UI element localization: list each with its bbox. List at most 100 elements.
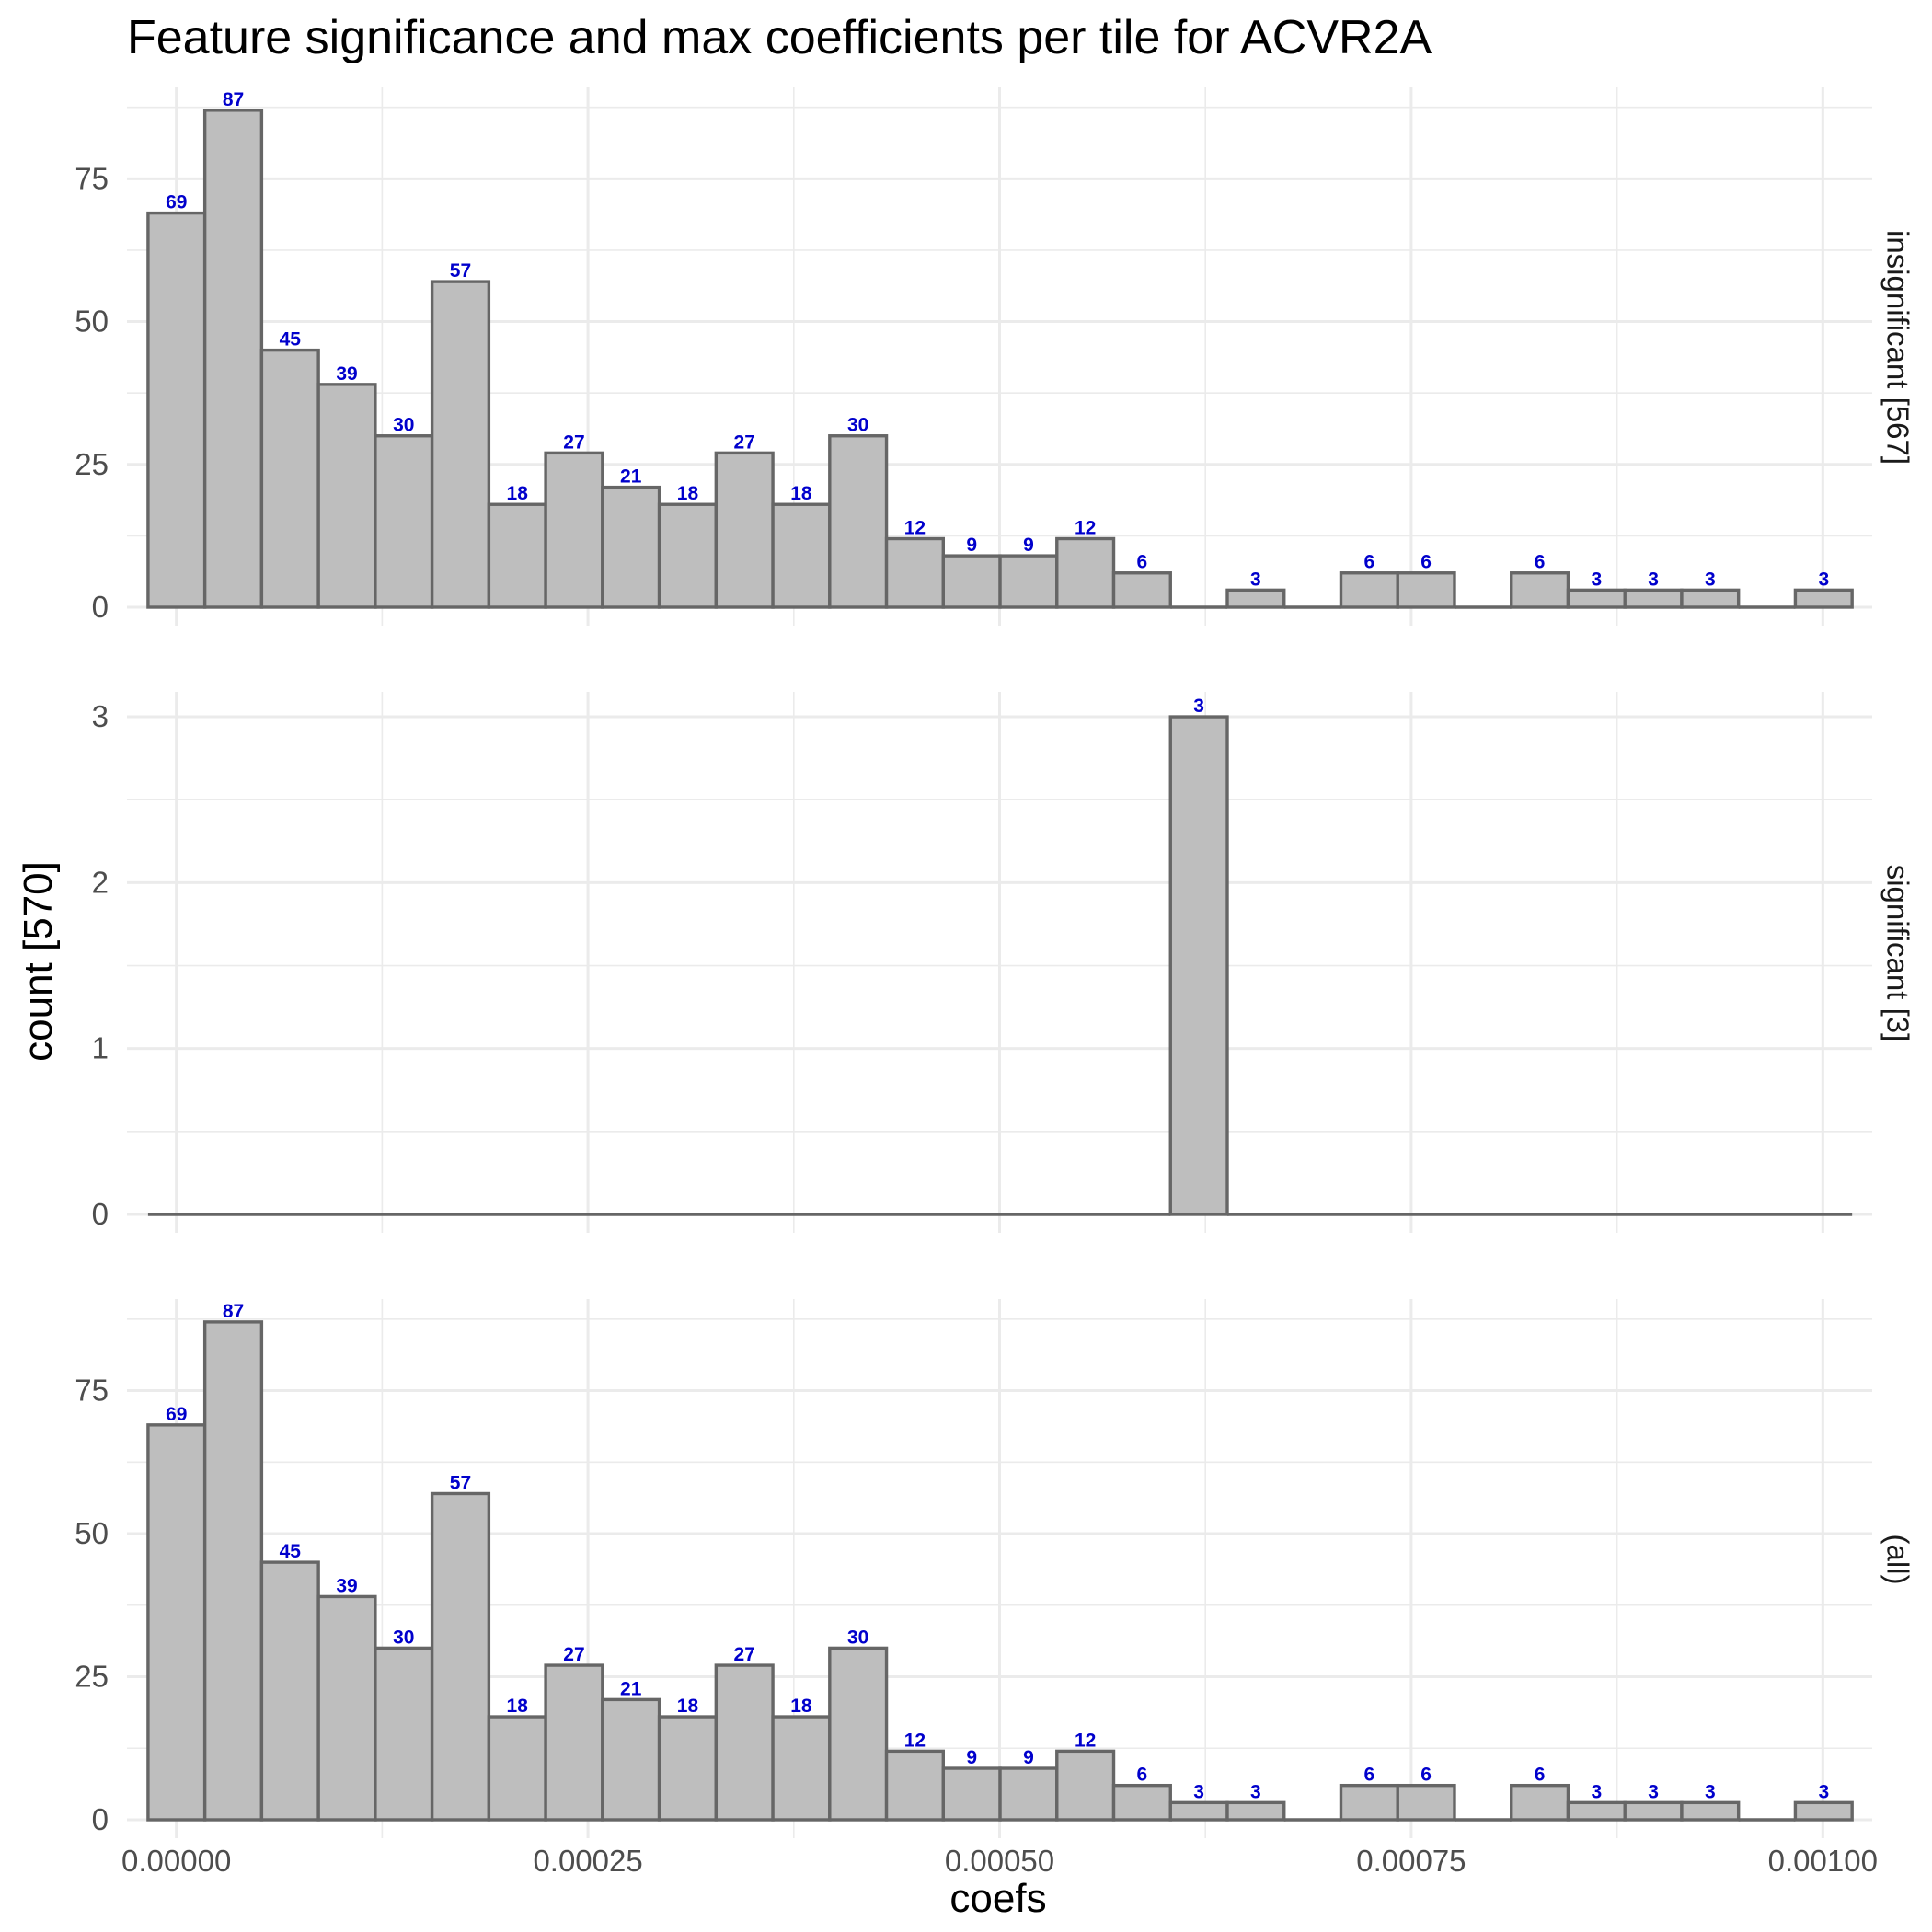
bar-data-label: 87: [223, 89, 244, 110]
histogram-bar: [998, 1766, 1059, 1822]
bar-data-label: 3: [1193, 1781, 1204, 1802]
y-tick-label: 0: [92, 1802, 109, 1836]
bar-data-label: 6: [1535, 552, 1546, 573]
bar-data-label: 30: [847, 1627, 868, 1648]
histogram-bar: [601, 485, 661, 609]
facet-strip-label: significant [3]: [1880, 865, 1915, 1042]
histogram-bar: [1055, 1749, 1116, 1822]
y-tick-label: 2: [92, 865, 109, 899]
facet-strip-label: (all): [1880, 1535, 1915, 1585]
histogram-bar: [202, 1320, 264, 1822]
y-tick-label: 50: [75, 305, 109, 339]
histogram-bar: [714, 1663, 775, 1822]
histogram-bar: [1396, 571, 1456, 609]
histogram-bar: [1225, 1800, 1286, 1822]
bar-data-label: 3: [1705, 569, 1716, 590]
bar-data-label: 6: [1137, 1765, 1148, 1786]
histogram-bar: [1396, 1783, 1456, 1822]
histogram-bar: [1339, 571, 1399, 609]
bar-data-label: 3: [1818, 569, 1829, 590]
histogram-bar: [828, 434, 889, 609]
x-axis-title: coefs: [949, 1876, 1046, 1921]
x-tick-label: 0.00075: [1356, 1844, 1466, 1878]
bar-data-label: 45: [280, 1541, 302, 1562]
histogram-bar: [941, 1766, 1002, 1822]
histogram-bar: [1168, 715, 1229, 1216]
bar-data-label: 39: [336, 1575, 357, 1596]
histogram-bar: [601, 1697, 661, 1822]
x-tick-label: 0.00025: [533, 1844, 642, 1878]
bar-data-label: 9: [1023, 1747, 1034, 1768]
histogram-bar: [430, 280, 491, 609]
histogram-bar: [544, 451, 604, 609]
bar-data-label: 45: [280, 329, 302, 351]
bar-data-label: 3: [1250, 1781, 1261, 1802]
bar-data-label: 69: [166, 192, 187, 213]
bar-data-label: 3: [1705, 1781, 1716, 1802]
bar-data-label: 27: [563, 1644, 584, 1665]
bar-data-label: 12: [904, 517, 926, 538]
y-tick-label: 75: [75, 161, 109, 195]
bar-data-label: 18: [790, 483, 812, 504]
bar-data-label: 69: [166, 1404, 187, 1425]
histogram-bar: [657, 1715, 719, 1822]
y-tick-label: 50: [75, 1516, 109, 1550]
bar-data-label: 6: [1364, 552, 1375, 573]
histogram-bar: [146, 211, 207, 609]
histogram-bar: [941, 554, 1002, 609]
histogram-bar: [1680, 588, 1741, 609]
histogram-bar: [316, 1594, 377, 1822]
y-tick-label: 0: [92, 590, 109, 624]
histogram-bar: [1510, 1783, 1570, 1822]
y-tick-label: 75: [75, 1374, 109, 1408]
bar-data-label: 87: [223, 1301, 244, 1322]
bar-data-label: 12: [904, 1730, 926, 1751]
histogram-bar: [998, 554, 1059, 609]
y-tick-label: 3: [92, 699, 109, 733]
histogram-bar: [1680, 1800, 1741, 1822]
histogram-bar: [1111, 571, 1172, 609]
bar-data-label: 18: [507, 483, 529, 504]
y-axis-title: count [570]: [16, 861, 61, 1062]
bar-data-label: 9: [966, 535, 977, 556]
histogram-bar: [1339, 1783, 1399, 1822]
histogram-bar: [771, 1715, 832, 1822]
histogram-bar: [1566, 1800, 1627, 1822]
bar-data-label: 30: [847, 415, 868, 436]
histogram-bar: [714, 451, 775, 609]
histogram-bar: [884, 1749, 945, 1822]
bar-data-label: 9: [1023, 535, 1034, 556]
bar-data-label: 3: [1648, 1781, 1659, 1802]
bar-data-label: 57: [450, 1472, 471, 1493]
panel-1: 0 25 50 75 69 87 45 39 30 57 18 27 21 18 27 18 30 12 9 9 12 6…: [75, 87, 1915, 626]
histogram-bar: [1566, 588, 1627, 609]
histogram-bar: [771, 502, 832, 609]
histogram-bar: [544, 1663, 604, 1822]
y-tick-label: 25: [75, 1660, 109, 1694]
bar-data-label: 12: [1075, 1730, 1096, 1751]
histogram-bar: [1510, 571, 1570, 609]
facet-strip-label: insignificant [567]: [1880, 230, 1915, 465]
histogram-bar: [1793, 1800, 1854, 1822]
histogram-bar: [1793, 588, 1854, 609]
bar-data-label: 3: [1648, 569, 1659, 590]
histogram-bar: [1055, 536, 1116, 609]
bar-data-label: 27: [734, 431, 755, 453]
bar-data-label: 30: [393, 415, 414, 436]
histogram-bar: [259, 1560, 320, 1822]
histogram-bar: [430, 1491, 491, 1822]
chart-title: Feature significance and max coefficient…: [127, 11, 1432, 64]
histogram-bar: [487, 502, 547, 609]
bar-data-label: 6: [1137, 552, 1148, 573]
bar-data-label: 27: [734, 1644, 755, 1665]
x-axis: 0.00000 0.00025 0.00050 0.00075 0.00100: [121, 1844, 1878, 1878]
bar-data-label: 3: [1591, 1781, 1602, 1802]
y-tick-label: 1: [92, 1031, 109, 1065]
histogram-bar: [316, 383, 377, 609]
histogram-bar: [1111, 1783, 1172, 1822]
bar-data-label: 27: [563, 431, 584, 453]
bar-data-label: 3: [1591, 569, 1602, 590]
histogram-bar: [146, 1423, 207, 1822]
